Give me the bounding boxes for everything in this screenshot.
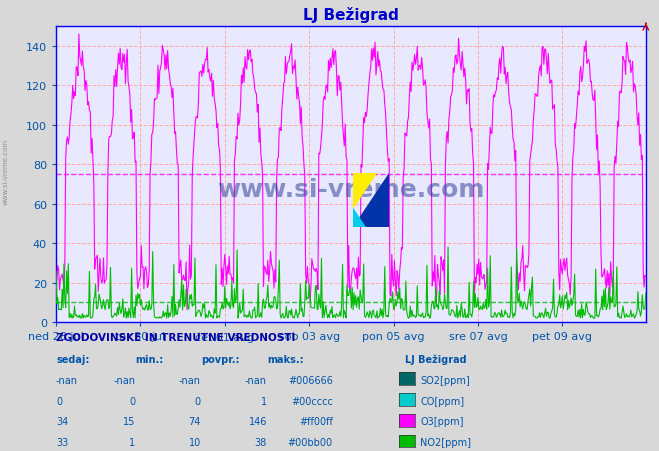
Text: 0: 0 xyxy=(195,396,201,405)
Text: min.:: min.: xyxy=(135,354,163,364)
Text: www.si-vreme.com: www.si-vreme.com xyxy=(217,178,484,202)
Text: NO2[ppm]: NO2[ppm] xyxy=(420,437,471,447)
Text: -nan: -nan xyxy=(56,375,78,385)
Text: www.si-vreme.com: www.si-vreme.com xyxy=(2,138,9,204)
Text: #ff00ff: #ff00ff xyxy=(299,416,333,426)
Polygon shape xyxy=(353,174,389,228)
Text: 1: 1 xyxy=(129,437,135,447)
Text: povpr.:: povpr.: xyxy=(201,354,239,364)
Text: 0: 0 xyxy=(56,396,62,405)
Text: ZGODOVINSKE IN TRENUTNE VREDNOSTI: ZGODOVINSKE IN TRENUTNE VREDNOSTI xyxy=(56,332,295,342)
Text: 146: 146 xyxy=(248,416,267,426)
Polygon shape xyxy=(353,209,365,228)
Text: 0: 0 xyxy=(129,396,135,405)
Text: 74: 74 xyxy=(188,416,201,426)
Text: O3[ppm]: O3[ppm] xyxy=(420,416,464,426)
Text: 1: 1 xyxy=(261,396,267,405)
Text: -nan: -nan xyxy=(113,375,135,385)
Text: 10: 10 xyxy=(188,437,201,447)
Text: SO2[ppm]: SO2[ppm] xyxy=(420,375,470,385)
Text: #006666: #006666 xyxy=(288,375,333,385)
Text: 15: 15 xyxy=(123,416,135,426)
Text: 34: 34 xyxy=(56,416,69,426)
Text: CO[ppm]: CO[ppm] xyxy=(420,396,465,405)
Title: LJ Bežigrad: LJ Bežigrad xyxy=(303,7,399,23)
Polygon shape xyxy=(353,174,376,209)
Text: #00bb00: #00bb00 xyxy=(288,437,333,447)
Text: -nan: -nan xyxy=(179,375,201,385)
Text: #00cccc: #00cccc xyxy=(291,396,333,405)
Text: 33: 33 xyxy=(56,437,69,447)
Text: LJ Bežigrad: LJ Bežigrad xyxy=(405,354,467,364)
Text: sedaj:: sedaj: xyxy=(56,354,90,364)
Text: -nan: -nan xyxy=(245,375,267,385)
Text: 38: 38 xyxy=(254,437,267,447)
Text: maks.:: maks.: xyxy=(267,354,304,364)
